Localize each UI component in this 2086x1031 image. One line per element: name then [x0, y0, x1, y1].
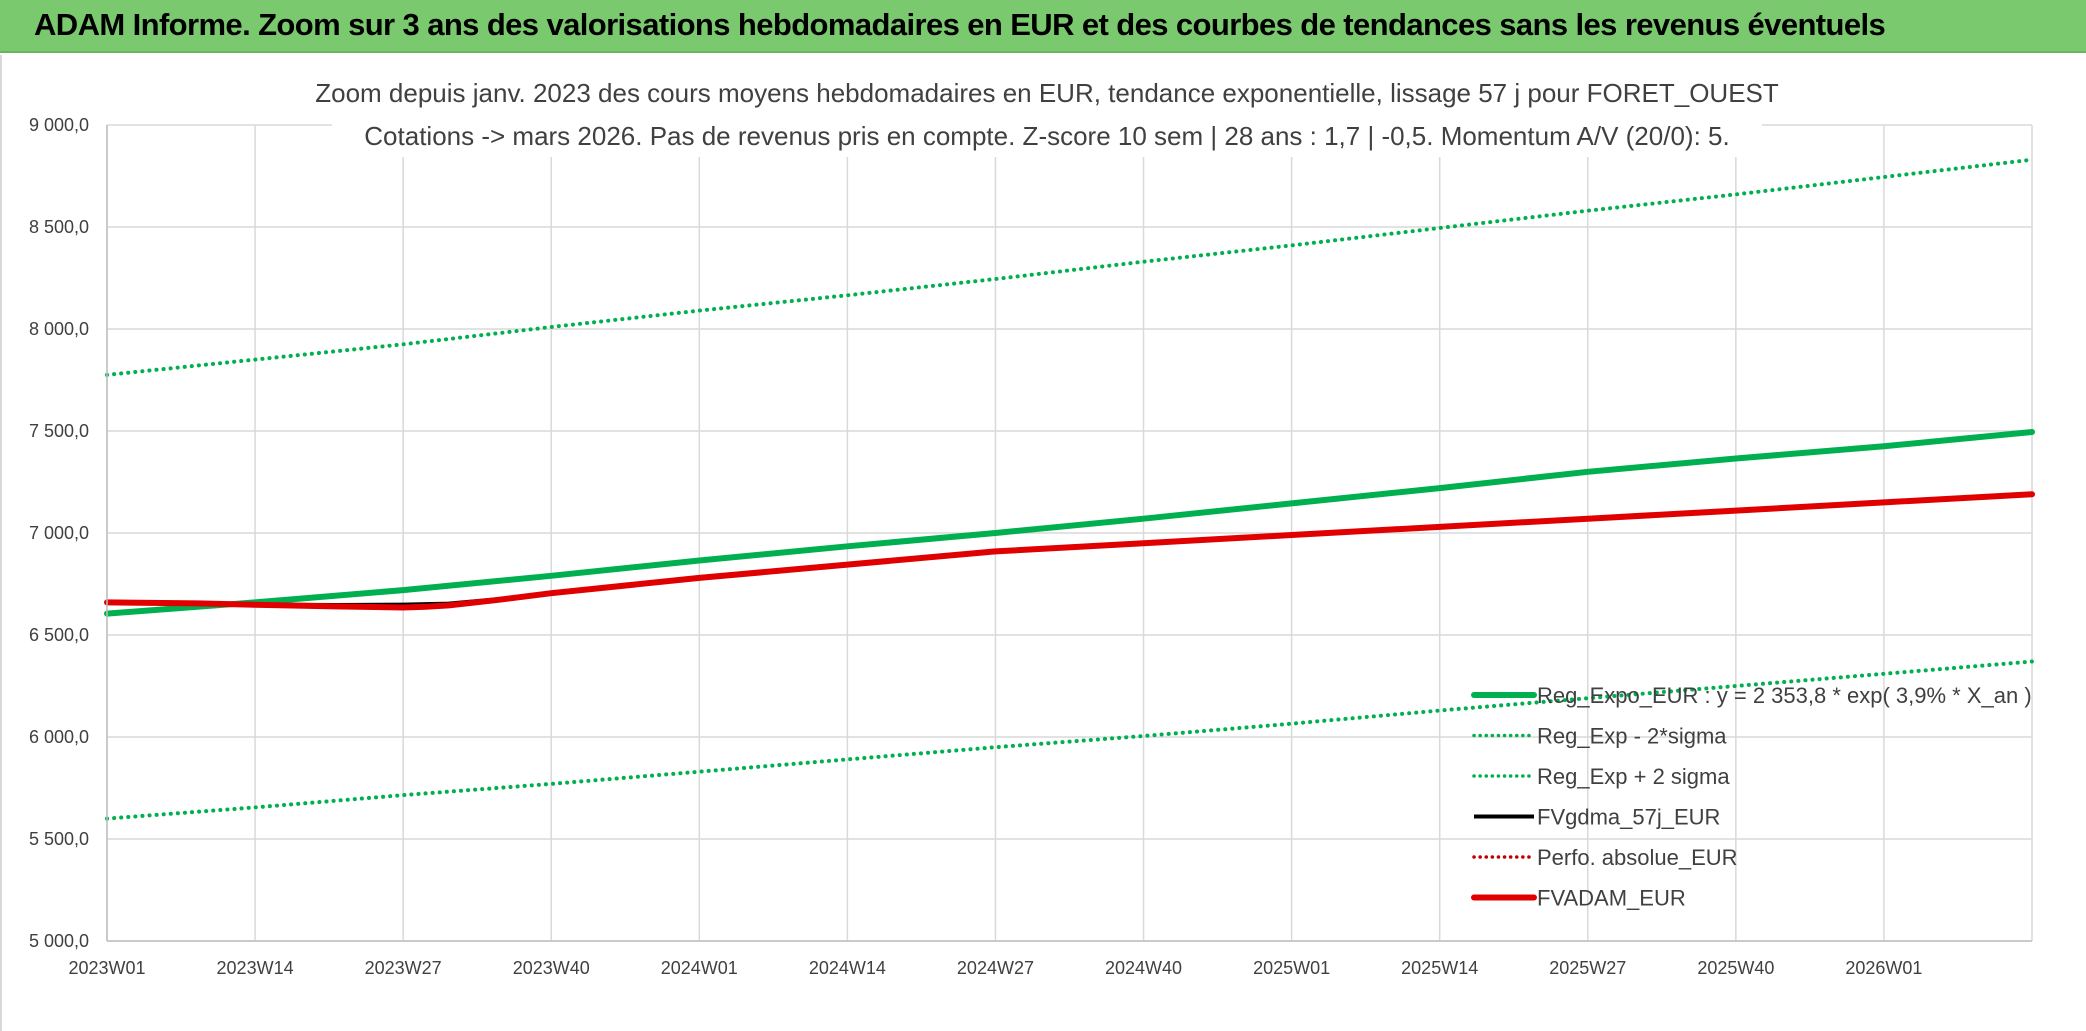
y-tick-label: 8 000,0: [29, 319, 89, 339]
legend-label: Perfo. absolue_EUR: [1537, 845, 1738, 870]
x-tick-label: 2025W01: [1253, 958, 1330, 978]
series-line-0: [104, 429, 2035, 617]
chart-title-line: Cotations -> mars 2026. Pas de revenus p…: [364, 121, 1729, 151]
series-line-5: [104, 491, 2035, 611]
series-line-2: [105, 157, 2034, 377]
x-tick-label: 2024W14: [809, 958, 886, 978]
x-tick-label: 2023W01: [68, 958, 145, 978]
gridlines: [106, 124, 2033, 942]
legend-label: Reg_Exp + 2 sigma: [1537, 764, 1730, 789]
x-tick-label: 2024W01: [661, 958, 738, 978]
chart-title-background: [332, 77, 1762, 157]
x-tick-label: 2025W27: [1549, 958, 1626, 978]
x-tick-label: 2024W27: [957, 958, 1034, 978]
y-tick-label: 7 500,0: [29, 421, 89, 441]
series-line-1: [105, 659, 2034, 821]
chart-title-line: Zoom depuis janv. 2023 des cours moyens …: [315, 78, 1779, 108]
x-tick-label: 2025W14: [1401, 958, 1478, 978]
chart-title: Zoom depuis janv. 2023 des cours moyens …: [315, 77, 1779, 157]
x-tick-label: 2023W40: [513, 958, 590, 978]
report-title: ADAM Informe. Zoom sur 3 ans des valoris…: [34, 7, 1886, 42]
legend-label: Reg_Exp - 2*sigma: [1537, 724, 1727, 749]
y-tick-label: 6 500,0: [29, 625, 89, 645]
y-tick-label: 7 000,0: [29, 523, 89, 543]
axes: 5 000,0 5 500,0 6 000,0 6 500,0 7 000,0 7 500…: [29, 115, 2032, 978]
line-chart: Zoom depuis janv. 2023 des cours moyens …: [29, 77, 2035, 978]
legend: Reg_Expo_EUR : y = 2 353,8 * exp( 3,9% *…: [1471, 683, 2032, 911]
series-lines: [104, 157, 2035, 821]
x-tick-label: 2023W14: [217, 958, 294, 978]
y-tick-label: 5 000,0: [29, 931, 89, 951]
x-tick-label: 2024W40: [1105, 958, 1182, 978]
chart-area: Zoom depuis janv. 2023 des cours moyens …: [0, 55, 2086, 1031]
y-tick-label: 9 000,0: [29, 115, 89, 135]
x-tick-label: 2023W27: [365, 958, 442, 978]
y-tick-label: 5 500,0: [29, 829, 89, 849]
y-tick-label: 6 000,0: [29, 727, 89, 747]
legend-label: FVADAM_EUR: [1537, 886, 1686, 911]
report-banner: ADAM Informe. Zoom sur 3 ans des valoris…: [0, 0, 2086, 53]
x-tick-label: 2025W40: [1697, 958, 1774, 978]
legend-label: Reg_Expo_EUR : y = 2 353,8 * exp( 3,9% *…: [1537, 683, 2032, 708]
legend-label: FVgdma_57j_EUR: [1537, 805, 1720, 830]
x-tick-label: 2026W01: [1845, 958, 1922, 978]
y-tick-label: 8 500,0: [29, 217, 89, 237]
